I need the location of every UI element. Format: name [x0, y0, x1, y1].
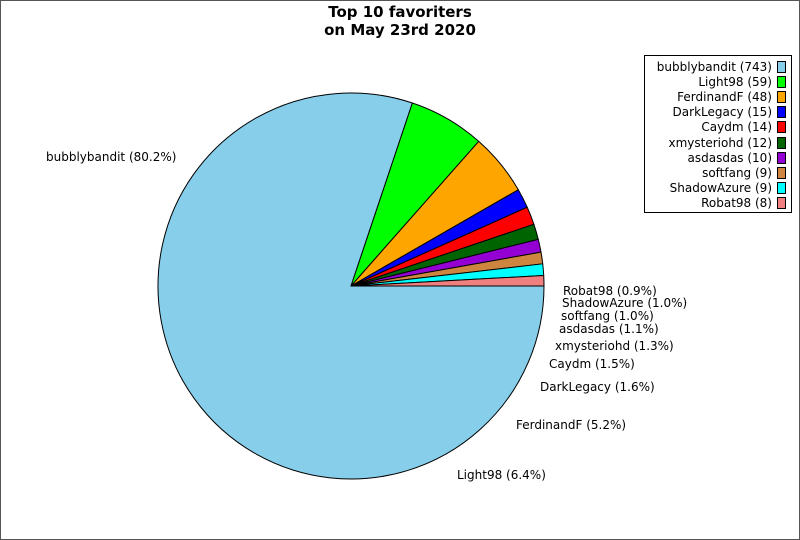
legend-swatch — [777, 151, 786, 164]
legend-label: softfang (9) — [702, 165, 772, 180]
legend-label: ShadowAzure (9) — [669, 181, 772, 196]
slice-label-softfang: softfang (1.0%) — [561, 309, 654, 323]
chart-title-line-1: Top 10 favoriters — [328, 3, 472, 21]
slice-label-shadowazure: ShadowAzure (1.0%) — [562, 296, 687, 310]
legend-swatch — [777, 197, 786, 210]
legend-label: Robat98 (8) — [701, 196, 772, 211]
slice-label-xmysteriohd: xmysteriohd (1.3%) — [555, 339, 674, 353]
legend-swatch — [777, 75, 786, 88]
legend-label: FerdinandF (48) — [677, 89, 772, 104]
legend-swatch — [777, 121, 786, 134]
chart-title: Top 10 favoriters on May 23rd 2020 — [1, 3, 799, 39]
slice-label-darklegacy: DarkLegacy (1.6%) — [540, 380, 655, 394]
legend-item-caydm: Caydm (14) — [645, 120, 791, 135]
slice-label-light98: Light98 (6.4%) — [457, 468, 546, 482]
legend-item-asdasdas: asdasdas (10) — [645, 150, 791, 165]
legend-item-xmysteriohd: xmysteriohd (12) — [645, 135, 791, 150]
slice-label-ferdinandf: FerdinandF (5.2%) — [516, 418, 626, 432]
legend-label: xmysteriohd (12) — [668, 135, 772, 150]
legend-label: Caydm (14) — [701, 120, 772, 135]
slice-label-caydm: Caydm (1.5%) — [549, 357, 635, 371]
legend-label: asdasdas (10) — [687, 150, 773, 165]
slice-label-asdasdas: asdasdas (1.1%) — [559, 322, 659, 336]
legend-label: bubblybandit (743) — [656, 59, 772, 74]
legend-item-ferdinandf: FerdinandF (48) — [645, 89, 791, 104]
legend-swatch — [777, 136, 786, 149]
legend-label: DarkLegacy (15) — [672, 105, 772, 120]
legend-item-bubblybandit: bubblybandit (743) — [645, 59, 791, 74]
legend-item-softfang: softfang (9) — [645, 165, 791, 180]
legend-swatch — [777, 166, 786, 179]
slice-label-robat98: Robat98 (0.9%) — [563, 284, 657, 298]
legend-label: Light98 (59) — [698, 74, 772, 89]
pie-slice-robat98 — [350, 275, 545, 287]
pie-slice-labels: bubblybandit (80.2%) Light98 (6.4%) Ferdin… — [46, 150, 687, 482]
slice-label-bubblybandit: bubblybandit (80.2%) — [46, 150, 176, 164]
legend-item-darklegacy: DarkLegacy (15) — [645, 105, 791, 120]
legend-item-shadowazure: ShadowAzure (9) — [645, 181, 791, 196]
legend: bubblybandit (743) Light98 (59) Ferdinan… — [644, 55, 792, 213]
chart-title-line-2: on May 23rd 2020 — [324, 21, 476, 39]
legend-swatch — [777, 182, 786, 195]
legend-swatch — [777, 90, 786, 103]
pie-slices — [157, 92, 545, 480]
legend-item-robat98: Robat98 (8) — [645, 196, 791, 211]
legend-item-light98: Light98 (59) — [645, 74, 791, 89]
legend-swatch — [777, 106, 786, 119]
legend-swatch — [777, 60, 786, 73]
